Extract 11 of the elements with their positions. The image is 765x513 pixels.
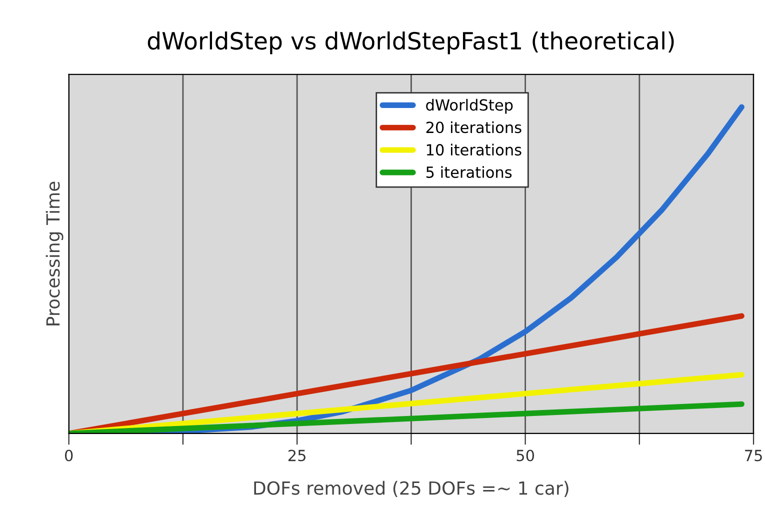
x-tick-label: 25 [288,450,306,462]
legend-label: 5 iterations [426,166,512,178]
legend-label: 20 iterations [426,121,522,134]
y-axis-title: Processing Time [46,182,64,326]
legend-label: dWorldStep [426,98,513,114]
x-tick-label: 75 [745,450,762,462]
x-tick-label: 0 [64,450,73,462]
chart-title: dWorldStep vs dWorldStepFast1 (theoretical) [148,31,674,54]
x-tick-label: 50 [516,450,534,462]
legend-label: 10 iterations [426,144,522,156]
x-axis-title: DOFs removed (25 DOFs =~ 1 car) [254,480,568,498]
